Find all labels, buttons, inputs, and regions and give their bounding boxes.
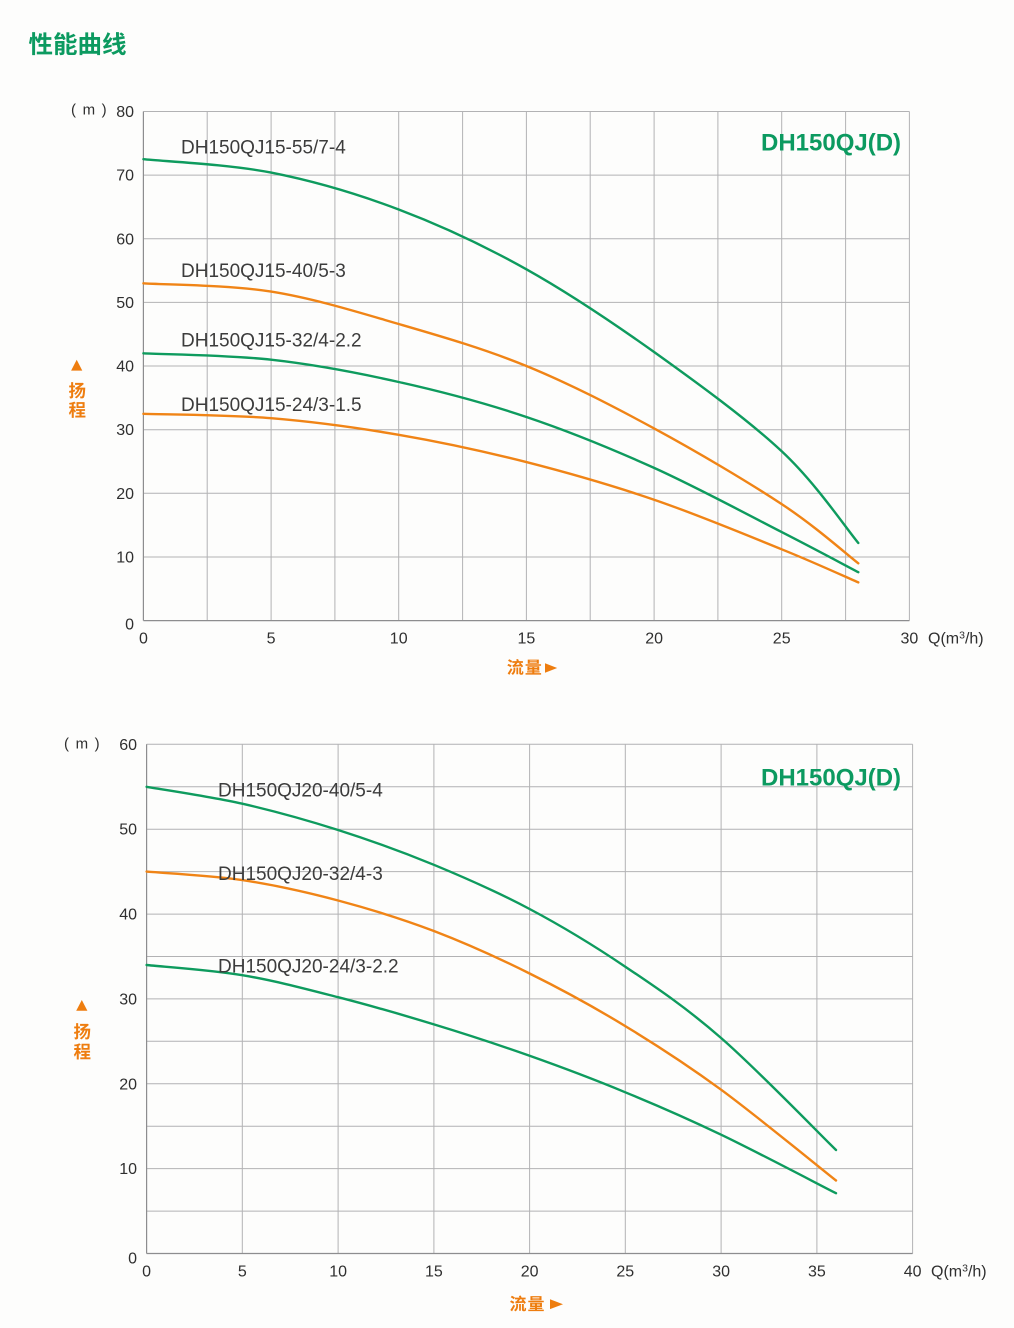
svg-text:70: 70 bbox=[116, 168, 134, 185]
svg-text:0: 0 bbox=[139, 631, 148, 648]
svg-text:DH150QJ(D): DH150QJ(D) bbox=[761, 765, 901, 792]
svg-text:10: 10 bbox=[116, 550, 134, 567]
svg-text:20: 20 bbox=[645, 631, 663, 648]
svg-text:5: 5 bbox=[267, 631, 276, 648]
svg-text:80: 80 bbox=[116, 104, 134, 121]
svg-text:50: 50 bbox=[119, 822, 137, 839]
svg-text:DH150QJ15-32/4-2.2: DH150QJ15-32/4-2.2 bbox=[181, 331, 362, 352]
svg-text:DH150QJ15-24/3-1.5: DH150QJ15-24/3-1.5 bbox=[181, 395, 362, 416]
svg-text:0: 0 bbox=[142, 1264, 151, 1281]
svg-text:10: 10 bbox=[119, 1161, 137, 1178]
svg-text:30: 30 bbox=[119, 991, 137, 1008]
svg-text:DH150QJ20-32/4-3: DH150QJ20-32/4-3 bbox=[218, 864, 383, 885]
svg-text:15: 15 bbox=[518, 631, 536, 648]
svg-text:30: 30 bbox=[712, 1264, 730, 1281]
svg-text:20: 20 bbox=[521, 1264, 539, 1281]
svg-text:( m ): ( m ) bbox=[64, 736, 101, 753]
svg-text:5: 5 bbox=[238, 1264, 247, 1281]
svg-text:Q(m3/h): Q(m3/h) bbox=[931, 1263, 987, 1281]
svg-text:50: 50 bbox=[116, 295, 134, 312]
svg-text:40: 40 bbox=[116, 359, 134, 376]
svg-text:30: 30 bbox=[901, 631, 919, 648]
svg-text:DH150QJ(D): DH150QJ(D) bbox=[761, 130, 901, 157]
svg-text:40: 40 bbox=[119, 907, 137, 924]
svg-text:10: 10 bbox=[390, 631, 408, 648]
svg-text:( m ): ( m ) bbox=[71, 102, 108, 119]
svg-text:40: 40 bbox=[904, 1264, 922, 1281]
svg-text:DH150QJ20-24/3-2.2: DH150QJ20-24/3-2.2 bbox=[218, 956, 399, 977]
svg-text:25: 25 bbox=[616, 1264, 634, 1281]
svg-text:Q(m3/h): Q(m3/h) bbox=[928, 630, 984, 648]
svg-text:DH150QJ15-55/7-4: DH150QJ15-55/7-4 bbox=[181, 138, 346, 159]
svg-text:DH150QJ20-40/5-4: DH150QJ20-40/5-4 bbox=[218, 780, 383, 801]
svg-text:0: 0 bbox=[128, 1251, 137, 1268]
svg-text:20: 20 bbox=[116, 486, 134, 503]
svg-text:25: 25 bbox=[773, 631, 791, 648]
svg-text:35: 35 bbox=[808, 1264, 826, 1281]
svg-text:20: 20 bbox=[119, 1076, 137, 1093]
svg-text:0: 0 bbox=[125, 617, 134, 634]
svg-text:10: 10 bbox=[329, 1264, 347, 1281]
svg-text:30: 30 bbox=[116, 422, 134, 439]
svg-text:DH150QJ15-40/5-3: DH150QJ15-40/5-3 bbox=[181, 261, 346, 282]
svg-text:60: 60 bbox=[116, 231, 134, 248]
svg-text:15: 15 bbox=[425, 1264, 443, 1281]
svg-text:60: 60 bbox=[119, 737, 137, 754]
